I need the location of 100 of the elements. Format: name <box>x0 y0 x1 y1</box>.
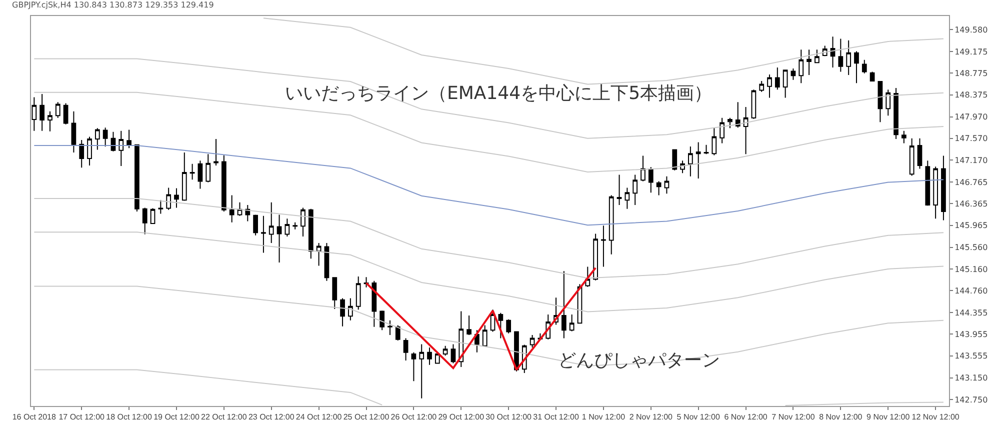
candlestick <box>411 352 416 382</box>
y-tick-label: 147.570 <box>954 134 988 144</box>
candlestick <box>229 194 234 223</box>
candlestick <box>790 68 796 80</box>
candlestick <box>616 174 622 206</box>
candlestick <box>640 155 646 182</box>
y-tick-label: 146.365 <box>954 199 988 208</box>
candlestick <box>909 138 914 176</box>
candlestick <box>941 155 946 221</box>
x-tick-label: 12 Nov 12:00 <box>912 412 960 422</box>
line-series <box>34 369 383 406</box>
candlestick <box>704 144 709 155</box>
candlestick <box>190 163 195 180</box>
x-tick-label: 6 Nov 12:00 <box>724 412 768 422</box>
candlestick <box>854 50 859 84</box>
x-tick-label: 16 Oct 2018 <box>12 412 56 422</box>
candlestick <box>395 324 400 341</box>
candlestick <box>442 345 448 356</box>
candlestick <box>48 110 52 132</box>
candlestick <box>308 208 314 260</box>
x-tick-label: 7 Nov 12:00 <box>772 412 816 422</box>
y-tick-label: 142.750 <box>954 395 988 404</box>
candlestick <box>862 59 867 74</box>
candlestick <box>530 334 535 348</box>
candlestick <box>482 324 488 348</box>
candlestick <box>672 148 678 171</box>
candlestick <box>720 117 725 144</box>
candlestick <box>32 96 37 132</box>
annotation: どんぴしゃパターン <box>558 350 720 371</box>
y-tick-label: 147.970 <box>954 112 988 122</box>
y-tick-label: 148.375 <box>954 90 988 100</box>
candlestick <box>474 330 480 353</box>
x-tick-label: 17 Oct 12:00 <box>58 412 106 422</box>
candlestick <box>214 138 218 166</box>
candlestick <box>174 188 179 208</box>
candlestick <box>182 152 187 202</box>
candlestick <box>782 69 788 98</box>
candlestick <box>284 218 290 237</box>
line-series <box>34 58 944 139</box>
y-tick-label: 144.760 <box>954 286 988 296</box>
candlestick <box>735 102 740 128</box>
candlestick <box>134 144 140 212</box>
candlestick <box>158 200 164 214</box>
x-tick-label: 19 Oct 12:00 <box>154 412 200 422</box>
candlestick <box>71 110 76 153</box>
candlestick <box>372 280 377 328</box>
candlestick <box>846 40 852 76</box>
candlestick <box>316 242 322 266</box>
x-tick-label: 31 Oct 12:00 <box>533 412 580 422</box>
x-tick-label: 5 Nov 12:00 <box>676 412 720 422</box>
candlestick <box>102 127 108 148</box>
candlestick <box>87 136 92 166</box>
candlestick <box>901 130 906 144</box>
candlestick <box>356 276 361 310</box>
line-series <box>262 18 944 85</box>
x-tick-label: 22 Oct 12:00 <box>201 412 248 422</box>
candlestick <box>388 320 392 336</box>
candlestick <box>403 338 408 361</box>
candlestick <box>55 102 60 118</box>
candlestick <box>743 106 748 155</box>
candlestick <box>94 128 100 150</box>
x-tick-label: 8 Nov 12:00 <box>819 412 863 422</box>
line-series <box>34 144 944 226</box>
candlestick <box>427 347 432 366</box>
candlestick <box>142 207 148 235</box>
candlestick <box>688 146 693 177</box>
candlestick <box>632 174 638 206</box>
candlestick <box>332 277 338 310</box>
x-tick-label: 23 Oct 12:00 <box>248 412 295 422</box>
y-tick-label: 145.160 <box>954 264 988 274</box>
candlestick <box>728 117 732 129</box>
x-tick-label: 30 Oct 12:00 <box>486 412 532 422</box>
candlestick <box>759 80 764 92</box>
candlestick <box>419 344 424 399</box>
x-tick-label: 26 Oct 12:00 <box>390 412 438 422</box>
candlestick <box>806 49 812 76</box>
candlestick <box>110 131 116 152</box>
candlestick <box>696 142 701 179</box>
candlestick <box>569 314 574 332</box>
y-tick-label: 149.175 <box>954 47 988 56</box>
candlestick <box>118 130 124 167</box>
x-tick-label: 29 Oct 12:00 <box>438 412 485 422</box>
candlestick <box>40 94 45 132</box>
candlestick <box>276 214 282 263</box>
candlestick <box>878 80 883 123</box>
candlestick <box>126 129 132 149</box>
line-series <box>34 232 944 312</box>
candlestick <box>253 214 258 236</box>
candlestick <box>767 74 772 98</box>
candlestick <box>925 160 930 206</box>
candlestick <box>498 312 504 339</box>
candlestick <box>664 176 670 194</box>
candlestick <box>585 266 590 288</box>
candlestick <box>917 138 922 170</box>
candlestick <box>798 49 804 84</box>
candlestick <box>894 88 898 140</box>
candlestick <box>933 166 938 220</box>
candlestick <box>561 270 566 339</box>
candlestick <box>150 208 156 224</box>
candlestick <box>340 298 345 327</box>
